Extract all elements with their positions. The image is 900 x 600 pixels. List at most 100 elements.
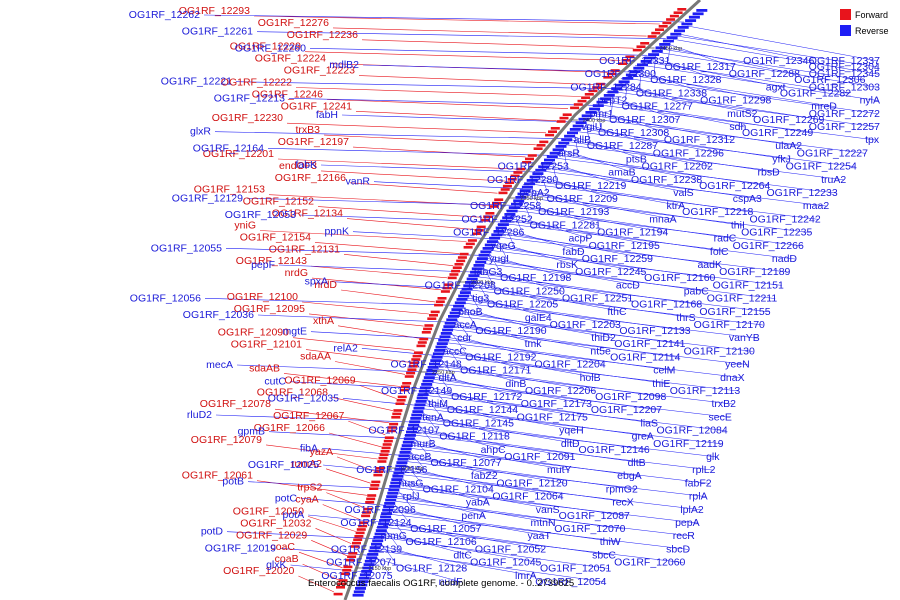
reverse-gene-label: celM (653, 365, 675, 377)
forward-gene-label: OG1RF_12100 (227, 291, 298, 303)
reverse-gene (364, 559, 376, 563)
reverse-gene-label: sbcC (592, 549, 616, 561)
forward-gene-label: endOF3 (279, 160, 317, 172)
reverse-gene-label: OG1RF_12281 (530, 219, 601, 231)
reverse-gene-label: OG1RF_12168 (631, 299, 702, 311)
reverse-gene (674, 29, 685, 33)
reverse-gene (440, 332, 452, 335)
forward-gene (618, 62, 627, 65)
forward-connector (359, 385, 397, 399)
forward-gene-label: OG1RF_12020 (223, 565, 294, 577)
reverse-gene-label: OG1RF_12227 (797, 147, 868, 159)
forward-gene (559, 116, 569, 120)
forward-gene-label: rumA2 (291, 458, 322, 470)
forward-connector (348, 420, 386, 436)
reverse-connector (428, 392, 657, 424)
reverse-gene-label: OG1RF_12139 (331, 543, 402, 555)
reverse-gene (400, 447, 412, 451)
forward-gene (429, 314, 438, 317)
forward-gene (548, 130, 557, 133)
legend: Forward Reverse (840, 9, 889, 36)
reverse-gene-label: OG1RF_12280 (487, 174, 558, 186)
forward-gene (354, 535, 364, 538)
reverse-connector (572, 136, 645, 160)
forward-gene (419, 337, 429, 341)
reverse-gene-label: gpmB (238, 426, 265, 438)
reverse-connector (381, 543, 396, 563)
forward-connector (332, 27, 647, 37)
reverse-gene (375, 529, 387, 532)
reverse-connector (519, 205, 667, 233)
forward-gene-label: OG1RF_12222 (221, 77, 292, 89)
reverse-gene-label: OG1RF_12151 (713, 279, 784, 291)
reverse-connector (444, 350, 599, 379)
reverse-gene-label: OG1RF_12242 (749, 213, 820, 225)
forward-gene-label: OG1RF_12067 (273, 410, 344, 422)
reverse-connector (215, 414, 412, 423)
reverse-gene-label: glxR (190, 126, 211, 138)
forward-connector (322, 504, 360, 520)
forward-connector (349, 182, 498, 194)
forward-gene (545, 133, 555, 137)
reverse-connector (557, 154, 769, 187)
reverse-gene-label: OG1RF_12249 (742, 127, 813, 139)
reverse-gene-label: OG1RF_12204 (534, 359, 605, 371)
reverse-connector (540, 173, 548, 194)
reverse-gene-label: OG1RF_12195 (589, 240, 660, 252)
forward-gene-label: sdaAA (300, 351, 331, 363)
legend-forward-label: Forward (855, 10, 888, 20)
reverse-gene (418, 389, 430, 393)
reverse-gene (357, 580, 369, 583)
forward-gene (459, 252, 469, 256)
reverse-gene (655, 46, 667, 50)
forward-gene (655, 28, 664, 31)
reverse-connector (383, 537, 610, 569)
reverse-connector (426, 398, 443, 418)
reverse-connector (406, 461, 706, 497)
reverse-gene (538, 165, 550, 169)
reverse-gene-label: recX (612, 497, 634, 509)
forward-gene (361, 514, 371, 518)
reverse-connector (490, 250, 782, 286)
reverse-connector (435, 371, 451, 392)
forward-gene (402, 382, 412, 385)
reverse-gene-label: OG1RF_12260 (235, 42, 306, 54)
reverse-gene-label: phoB (458, 306, 483, 318)
reverse-gene (589, 107, 601, 111)
forward-gene-label: yniG (234, 220, 256, 232)
reverse-gene-label: ahpC (481, 444, 507, 456)
reverse-gene-label: OG1RF_12146 (578, 444, 649, 456)
reverse-gene (432, 352, 444, 356)
reverse-gene-label: OG1RF_12104 (423, 483, 494, 495)
forward-connector (355, 111, 557, 121)
reverse-connector (511, 218, 658, 247)
reverse-connector (448, 339, 674, 371)
reverse-gene-label: fabG3 (474, 266, 503, 278)
forward-gene (388, 426, 398, 429)
reverse-connector (457, 316, 753, 352)
reverse-gene (373, 536, 385, 539)
forward-gene (539, 140, 549, 144)
forward-connector (259, 230, 467, 242)
reverse-connector (396, 495, 554, 524)
reverse-gene-label: OG1RF_12035 (268, 392, 339, 404)
forward-connector (304, 51, 621, 61)
forward-gene (577, 99, 587, 103)
reverse-connector (331, 281, 464, 289)
reverse-connector (425, 403, 582, 431)
reverse-connector (664, 46, 799, 75)
reverse-gene-label: OG1RF_12193 (538, 206, 609, 218)
reverse-gene (511, 202, 522, 206)
reverse-gene-label: OG1RF_12064 (492, 491, 563, 503)
reverse-gene (546, 155, 558, 158)
reverse-gene-label: dltC (453, 549, 472, 561)
reverse-gene-label: OG1RF_12057 (410, 523, 481, 535)
reverse-gene (466, 277, 478, 281)
forward-gene (413, 351, 423, 354)
forward-gene (457, 256, 467, 259)
reverse-gene-label: glxK (266, 559, 286, 571)
reverse-gene-label: OG1RF_12160 (644, 272, 715, 284)
reverse-connector (526, 194, 743, 226)
forward-gene (451, 269, 461, 273)
reverse-gene (454, 301, 466, 305)
